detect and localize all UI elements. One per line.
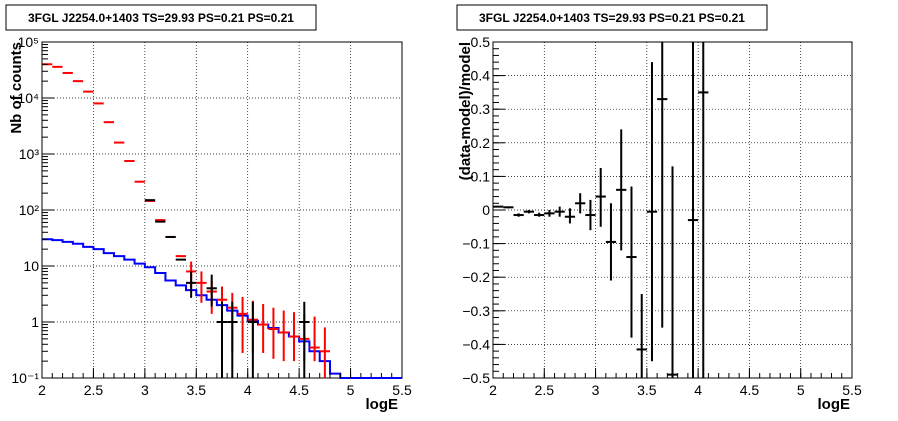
counts-x-tick-label: 3 <box>141 382 149 398</box>
residual-point <box>564 208 576 224</box>
model-count-point <box>237 296 248 353</box>
residual-point <box>544 210 555 217</box>
residual-point <box>626 186 637 338</box>
counts-series <box>42 63 330 378</box>
data-count-point <box>247 301 258 378</box>
residual-x-axis-label: logE <box>818 396 851 413</box>
counts-y-tick-label: 10⁻¹ <box>11 370 39 386</box>
residual-grid <box>493 42 852 378</box>
counts-x-tick-label: 2.5 <box>84 382 104 398</box>
counts-x-tick-label: 4 <box>244 382 252 398</box>
residual-point <box>636 294 647 378</box>
residual-point <box>554 206 565 217</box>
residual-y-tick-label: 0.4 <box>471 68 491 84</box>
counts-ticks: 2 2.5 3 3.5 4 4.5 5 5.5 10⁻¹ 1 10 10² 10³ 10⁴ 10⁵ <box>11 34 412 398</box>
model-count-point <box>258 303 269 353</box>
counts-title-box: 3FGL J2254.0+1403 TS=29.93 PS=0.21 PS=0.… <box>5 4 317 31</box>
data-count-point <box>216 301 228 378</box>
residual-ticks: 2 2.5 3 3.5 4 4.5 5 5.5 −0.5 −0.4 −0.3 −0.2 −0.1 0 0.1… <box>462 34 862 398</box>
residual-x-tick-label: 3.5 <box>637 382 657 398</box>
counts-title: 3FGL J2254.0+1403 TS=29.93 PS=0.21 PS=0.… <box>28 11 294 25</box>
counts-panel: 2 2.5 3 3.5 4 4.5 5 5.5 10⁻¹ 1 10 10² 10³ 10⁴ 10⁵ 3FGL… <box>5 4 412 413</box>
residual-point <box>575 193 586 214</box>
residual-y-tick-label: −0.1 <box>462 236 490 252</box>
residual-point <box>534 212 545 217</box>
residual-title-frame <box>456 4 768 31</box>
residual-y-tick-label: 0.2 <box>471 135 491 151</box>
model-count-point <box>278 310 289 362</box>
residual-y-tick-label: 0.3 <box>471 101 491 117</box>
residual-y-tick-label: −0.3 <box>462 303 490 319</box>
data-count-point <box>186 271 197 298</box>
counts-y-tick-label: 10 <box>23 258 39 274</box>
residual-y-tick-label: 0 <box>482 202 490 218</box>
residual-y-tick-label: −0.2 <box>462 269 490 285</box>
residual-x-tick-label: 4 <box>694 382 702 398</box>
residual-point <box>646 62 658 362</box>
counts-y-tick-label: 10⁵ <box>18 34 39 50</box>
residual-y-tick-label: 0.1 <box>471 168 491 184</box>
data-count-point <box>227 301 238 378</box>
residual-y-tick-label: 0.5 <box>471 34 491 50</box>
model-count-point <box>319 327 330 378</box>
data-count-points <box>144 199 310 378</box>
data-count-point <box>299 301 310 378</box>
counts-x-tick-label: 5.5 <box>392 382 412 398</box>
counts-x-axis-label: logE <box>366 396 399 413</box>
residual-point <box>493 205 504 208</box>
residual-x-tick-label: 5.5 <box>842 382 862 398</box>
residual-point <box>605 203 617 281</box>
residual-y-axis-label: (data-model)/model <box>457 42 474 180</box>
counts-y-tick-label: 1 <box>31 314 39 330</box>
residual-point <box>687 42 699 378</box>
residual-x-tick-label: 2.5 <box>535 382 555 398</box>
residual-point <box>503 206 514 209</box>
residual-y-tick-label: −0.4 <box>462 336 490 352</box>
residual-point <box>616 129 627 251</box>
counts-x-tick-label: 3.5 <box>187 382 207 398</box>
residual-point <box>667 166 678 378</box>
counts-y-tick-label: 10³ <box>19 146 40 162</box>
model-count-point <box>268 307 279 359</box>
data-count-point <box>206 274 217 307</box>
residual-point <box>585 199 596 231</box>
residual-x-tick-label: 5 <box>797 382 805 398</box>
counts-x-tick-label: 4.5 <box>289 382 309 398</box>
residual-title-box: 3FGL J2254.0+1403 TS=29.93 PS=0.21 PS=0.… <box>456 4 768 31</box>
counts-model-line <box>42 238 402 379</box>
counts-y-axis-label: Nb of counts <box>8 42 25 134</box>
residual-x-tick-label: 3 <box>592 382 600 398</box>
counts-title-frame <box>5 4 317 31</box>
residual-point <box>657 42 668 328</box>
residual-point <box>523 210 535 214</box>
counts-x-tick-label: 2 <box>38 382 46 398</box>
residual-title: 3FGL J2254.0+1403 TS=29.93 PS=0.21 PS=0.… <box>479 11 745 25</box>
counts-y-tick-label: 10⁴ <box>17 90 39 106</box>
counts-model-histogram <box>42 238 402 379</box>
residual-point <box>513 213 524 217</box>
residual-point <box>698 42 709 378</box>
model-count-point <box>288 312 300 362</box>
residual-point <box>595 168 606 227</box>
model-count-point <box>196 271 207 303</box>
residual-y-tick-label: −0.5 <box>462 370 490 386</box>
residual-x-tick-label: 4.5 <box>740 382 760 398</box>
counts-x-tick-label: 5 <box>347 382 355 398</box>
residual-series <box>493 42 709 378</box>
residual-x-tick-label: 2 <box>489 382 497 398</box>
model-count-point <box>309 316 320 362</box>
counts-y-tick-label: 10² <box>19 202 40 218</box>
residual-panel: 2 2.5 3 3.5 4 4.5 5 5.5 −0.5 −0.4 −0.3 −0.2 −0.1 0 0.1… <box>456 4 862 413</box>
